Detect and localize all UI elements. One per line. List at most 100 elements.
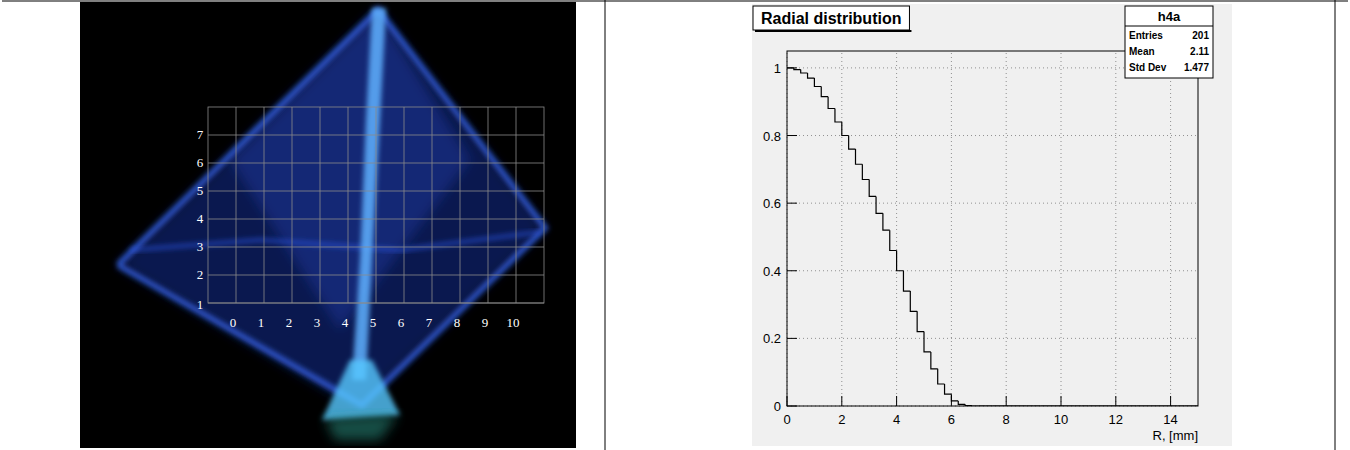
histogram-bin <box>1095 405 1102 406</box>
tick-label: 7 <box>197 127 204 142</box>
histogram-bin <box>856 149 863 164</box>
histogram-bin <box>835 108 842 122</box>
tick-label: 6 <box>398 315 405 330</box>
glow-cone <box>322 360 400 420</box>
histogram <box>787 68 1198 406</box>
grid-line <box>208 191 544 192</box>
grid-line <box>1115 51 1116 406</box>
histogram-bin <box>1040 405 1047 406</box>
histogram-bin <box>1075 405 1082 406</box>
tick-label: 0 <box>774 399 781 414</box>
grid-line <box>841 51 842 406</box>
histogram-bin <box>1164 405 1171 406</box>
histogram-bin <box>1130 405 1137 406</box>
stats-label: Mean <box>1129 46 1155 57</box>
histogram-bin <box>890 230 897 250</box>
glow-column <box>352 8 386 380</box>
photo-background <box>80 2 576 448</box>
tick-label: 2 <box>286 315 293 330</box>
histogram-bin <box>1109 405 1116 406</box>
grid-line <box>1170 51 1171 406</box>
tick <box>896 396 897 406</box>
table-border <box>1335 0 1336 450</box>
tick-label: 3 <box>314 315 321 330</box>
histogram-bin <box>842 122 849 136</box>
tick-label: 10 <box>507 315 520 330</box>
histogram-bin <box>1171 405 1178 406</box>
tick-label: 0.4 <box>763 264 781 279</box>
grid-line <box>516 107 517 303</box>
tick <box>1061 396 1062 406</box>
tick-label: 0.8 <box>763 129 781 144</box>
histogram-bin <box>897 250 904 270</box>
stats-box: h4aEntries201Mean2.11Std Dev1.477 <box>1125 6 1213 78</box>
histogram-bin <box>862 164 869 179</box>
table-border <box>2 1 1348 2</box>
grid-line <box>208 135 544 136</box>
histogram-bin <box>986 405 993 406</box>
histogram-bin <box>1184 405 1191 406</box>
glow-shape <box>118 8 545 440</box>
tick-label: 10 <box>1054 412 1068 427</box>
histogram-bin <box>1116 405 1123 406</box>
histogram-bin <box>821 87 828 97</box>
grid-line <box>488 107 489 303</box>
stats-label: Std Dev <box>1129 62 1167 73</box>
grid-line <box>208 275 544 276</box>
tick-label: 5 <box>370 315 377 330</box>
grid-line <box>208 163 544 164</box>
histogram-bin <box>958 401 965 404</box>
stats-value: 2.11 <box>1190 46 1209 57</box>
tick <box>787 338 797 339</box>
stats-title: h4a <box>1158 9 1181 24</box>
tick-label: 12 <box>1109 412 1123 427</box>
histogram-bin <box>993 405 1000 406</box>
grid-line <box>236 107 237 303</box>
grid-frame <box>208 107 544 303</box>
tick-label: 8 <box>454 315 461 330</box>
histogram-bin <box>965 404 972 405</box>
histogram-bin <box>972 405 979 406</box>
tick <box>787 67 797 68</box>
title-box: Radial distribution <box>753 6 911 31</box>
histogram-bin <box>869 179 876 196</box>
tick-label: 4 <box>197 211 204 226</box>
grid-line <box>404 107 405 303</box>
histogram-bin <box>1054 405 1061 406</box>
stats-frame <box>1125 6 1213 78</box>
grid-line <box>264 107 265 303</box>
tick-label: 1 <box>197 297 204 312</box>
tick <box>841 396 842 406</box>
tick-label: 9 <box>482 315 489 330</box>
grid-line <box>787 338 1198 339</box>
tick-label: 5 <box>197 183 204 198</box>
tick-label: 0 <box>783 412 790 427</box>
grid-line <box>432 107 433 303</box>
histogram-bin <box>1191 405 1198 406</box>
grid-line <box>460 107 461 303</box>
histogram-bin <box>1177 405 1184 406</box>
glow-body <box>118 10 545 405</box>
histogram-bin <box>849 136 856 150</box>
tick-label: 6 <box>948 412 955 427</box>
table-border <box>605 0 606 450</box>
tick <box>787 203 797 204</box>
histogram-bin <box>1047 405 1054 406</box>
histogram-bin <box>931 352 938 369</box>
title-frame <box>753 6 909 30</box>
histogram-bin <box>814 78 821 86</box>
grid-line <box>1061 51 1062 406</box>
plot-background <box>787 51 1198 406</box>
grid-line <box>787 270 1198 271</box>
plot-frame <box>787 51 1198 406</box>
grid-line <box>292 107 293 303</box>
tick-label: 4 <box>342 315 349 330</box>
tick-label: 0.6 <box>763 196 781 211</box>
title-shadow <box>755 30 911 32</box>
grid-line <box>951 51 952 406</box>
histogram-bin <box>910 291 917 311</box>
grid-line <box>208 247 544 248</box>
grid-line <box>208 219 544 220</box>
axis-title: R, [mm] <box>1153 428 1199 443</box>
stats-value: 201 <box>1192 30 1209 41</box>
